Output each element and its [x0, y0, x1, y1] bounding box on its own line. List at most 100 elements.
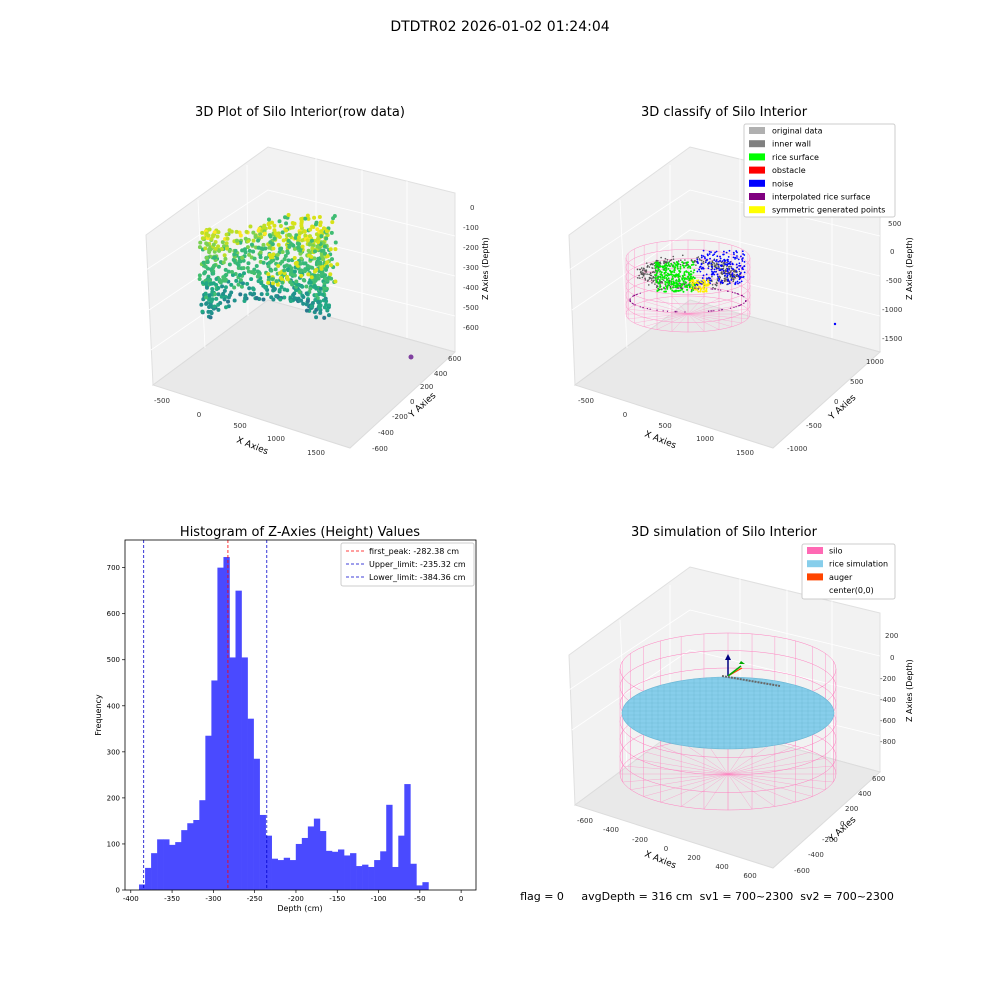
raw-point	[217, 277, 222, 282]
classify-ytick: 0	[834, 398, 838, 406]
raw-point	[278, 275, 283, 280]
classify-surface-point	[686, 288, 689, 291]
classify-ytick: -1000	[787, 445, 807, 453]
raw-point	[223, 256, 228, 261]
classify-surface-point	[665, 278, 668, 281]
classify-interp-point	[710, 310, 712, 312]
classify-surface-point	[675, 281, 678, 284]
classify-noise-point	[743, 271, 746, 274]
raw-point	[324, 286, 329, 291]
classify-surface-point	[679, 265, 682, 268]
raw-point	[303, 216, 308, 221]
raw-point	[240, 248, 245, 253]
raw-point	[269, 259, 274, 264]
classify-interp-point	[740, 304, 742, 306]
silo-floor-spoke	[727, 773, 796, 803]
classify-symmetric-point	[701, 281, 704, 284]
classify-surface-point	[678, 269, 681, 272]
raw-point	[302, 269, 307, 274]
classify-wall-point	[664, 257, 667, 260]
raw-point	[300, 244, 305, 249]
classify-interp-point	[631, 302, 633, 304]
classify-interp-point	[661, 288, 663, 290]
raw-point	[269, 268, 274, 273]
raw-point	[209, 311, 214, 316]
classify-surface-point	[686, 261, 689, 264]
raw-point	[266, 272, 271, 277]
silo-floor-spoke	[644, 313, 689, 327]
raw-point	[227, 262, 232, 267]
raw-point	[280, 230, 285, 235]
raw-point	[292, 269, 297, 274]
raw-point	[255, 274, 260, 279]
histogram-panel: Histogram of Z-Axies (Height) Values -40…	[94, 525, 477, 913]
classify-noise-point	[719, 281, 722, 283]
classify-wall-point	[661, 281, 664, 283]
raw-point	[266, 217, 271, 222]
raw-point	[261, 260, 266, 265]
classify-surface-point	[665, 263, 668, 266]
classify-noise-point	[735, 250, 738, 252]
raw-point	[221, 291, 226, 296]
classify-noise-point	[731, 267, 733, 270]
silo-floor-spoke	[727, 745, 796, 775]
raw-point	[235, 261, 240, 266]
classify-surface-point	[665, 277, 668, 280]
raw-point	[200, 309, 205, 314]
raw-point	[301, 294, 306, 299]
simulation-panel-title: 3D simulation of Silo Interior	[631, 525, 818, 540]
classify-symmetric-point	[691, 282, 694, 285]
raw-ztick: -100	[463, 224, 479, 232]
histogram-bar	[392, 866, 399, 890]
classify-interp-point	[676, 287, 678, 289]
simulation-xtick: 400	[715, 863, 728, 871]
silo-floor-spoke	[687, 298, 720, 315]
simulation-legend-label: silo	[829, 547, 843, 556]
classify-surface-point	[673, 269, 676, 272]
simulation-3d-panel: 3D simulation of Silo Interior -600 -400…	[568, 525, 914, 880]
raw-point	[305, 264, 310, 269]
classify-surface-point	[688, 279, 691, 282]
raw-point	[309, 238, 314, 243]
classify-ytick: -500	[806, 422, 822, 430]
raw-point	[272, 223, 277, 228]
raw-point	[325, 278, 330, 283]
raw-point	[255, 269, 260, 274]
classify-interp-point	[665, 288, 667, 290]
classify-wall-point	[651, 282, 653, 284]
classify-surface-point	[678, 284, 681, 287]
classify-ztick: -1000	[882, 306, 902, 314]
raw-point	[319, 234, 324, 239]
raw-point	[206, 277, 211, 282]
histogram-bar	[163, 839, 170, 890]
raw-point	[274, 294, 279, 299]
classify-wall-point	[669, 259, 672, 262]
raw-point	[324, 229, 329, 234]
classify-surface-point	[678, 275, 681, 278]
rice-surface-ellipse	[621, 676, 835, 750]
classify-surface-point	[661, 278, 664, 281]
raw-point	[321, 257, 326, 262]
classify-noise-point	[703, 256, 706, 259]
raw-xtick: 1500	[307, 449, 325, 457]
classify-legend-label: obstacle	[772, 166, 806, 175]
raw-point	[217, 248, 222, 253]
classify-surface-point	[691, 261, 694, 264]
classify-surface-point	[672, 281, 675, 284]
raw-ytick: 200	[420, 383, 433, 391]
histogram-y-ticks: 0 100 200 300 400 500 600 700	[107, 564, 125, 895]
histogram-bar	[247, 718, 254, 890]
classify-noise-point	[702, 274, 705, 277]
classify-noise-point	[700, 256, 703, 259]
raw-point	[271, 246, 276, 251]
raw-point	[272, 228, 277, 233]
classify-wall-point	[712, 261, 714, 264]
classify-wall-point	[716, 279, 719, 282]
raw-point	[240, 255, 245, 260]
simulation-ztick: -400	[880, 696, 896, 704]
raw-point	[274, 279, 279, 284]
raw-ytick: -400	[378, 429, 394, 437]
classify-interp-point	[712, 288, 714, 290]
raw-point	[204, 255, 209, 260]
classify-noise-point	[713, 268, 716, 271]
